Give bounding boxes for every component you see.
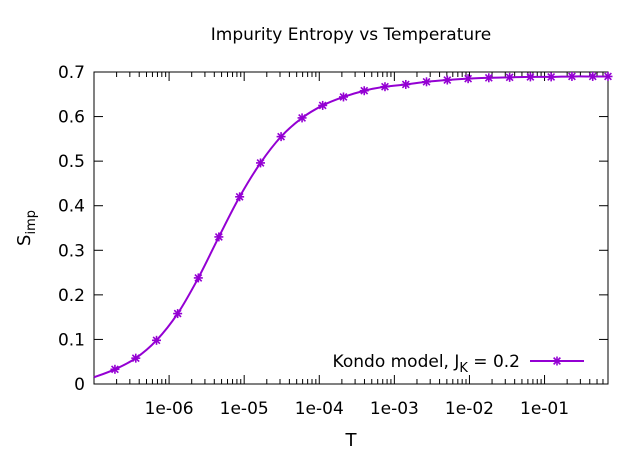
data-point xyxy=(214,232,224,242)
data-point xyxy=(297,113,307,123)
data-point xyxy=(552,356,562,366)
x-axis-title: T xyxy=(345,430,358,451)
data-point xyxy=(463,74,473,84)
legend-label-subscript: K xyxy=(459,361,468,376)
x-tick-label: 1e-06 xyxy=(145,399,194,419)
plot-border xyxy=(93,71,609,385)
data-point xyxy=(110,364,120,374)
data-point xyxy=(603,71,613,81)
data-point xyxy=(256,158,266,168)
data-point xyxy=(318,100,328,110)
data-point xyxy=(401,79,411,89)
x-tick-label: 1e-05 xyxy=(220,399,269,419)
y-tick-label: 0.6 xyxy=(58,108,85,128)
y-tick-label: 0.7 xyxy=(58,63,85,83)
data-point xyxy=(442,75,452,85)
legend-label: Kondo model, JK = 0.2 xyxy=(333,352,520,376)
legend-label-main: Kondo model, J xyxy=(333,352,460,372)
x-tick-label: 1e-02 xyxy=(445,399,494,419)
y-axis-title-main: S xyxy=(14,235,35,246)
y-axis-title-subscript: imp xyxy=(24,210,39,235)
data-point xyxy=(525,72,535,82)
data-point xyxy=(505,72,515,82)
y-tick-label: 0 xyxy=(74,375,85,395)
legend: Kondo model, JK = 0.2 xyxy=(333,352,584,376)
legend-label-suffix: = 0.2 xyxy=(468,352,520,372)
plot-frame xyxy=(93,71,609,385)
x-tick-label: 1e-01 xyxy=(520,399,569,419)
x-tick-label: 1e-03 xyxy=(370,399,419,419)
data-point xyxy=(380,82,390,92)
y-tick-label: 0.5 xyxy=(58,152,85,172)
data-point xyxy=(193,273,203,283)
data-point xyxy=(546,72,556,82)
svg-text:Simp: Simp xyxy=(14,210,39,246)
data-point xyxy=(173,309,183,319)
x-tick-label: 1e-04 xyxy=(295,399,344,419)
data-point xyxy=(338,92,348,102)
chart-title: Impurity Entropy vs Temperature xyxy=(211,25,491,45)
y-tick-label: 0.3 xyxy=(58,241,85,261)
data-point xyxy=(235,192,245,202)
data-point xyxy=(484,73,494,83)
y-tick-label: 0.1 xyxy=(58,330,85,350)
data-point xyxy=(567,71,577,81)
legend-marker xyxy=(552,356,562,366)
data-point xyxy=(276,132,286,142)
series-line xyxy=(93,75,608,379)
series-layer xyxy=(93,71,613,379)
data-point xyxy=(131,353,141,363)
data-point xyxy=(152,335,162,345)
y-tick-label: 0.4 xyxy=(58,197,85,217)
data-point xyxy=(588,71,598,81)
data-point xyxy=(359,86,369,96)
data-point xyxy=(422,77,432,87)
y-axis: 0 0.1 0.2 0.3 0.4 0.5 0.6 0.7 xyxy=(58,63,608,395)
y-axis-title: Simp xyxy=(14,210,39,246)
y-tick-label: 0.2 xyxy=(58,286,85,306)
